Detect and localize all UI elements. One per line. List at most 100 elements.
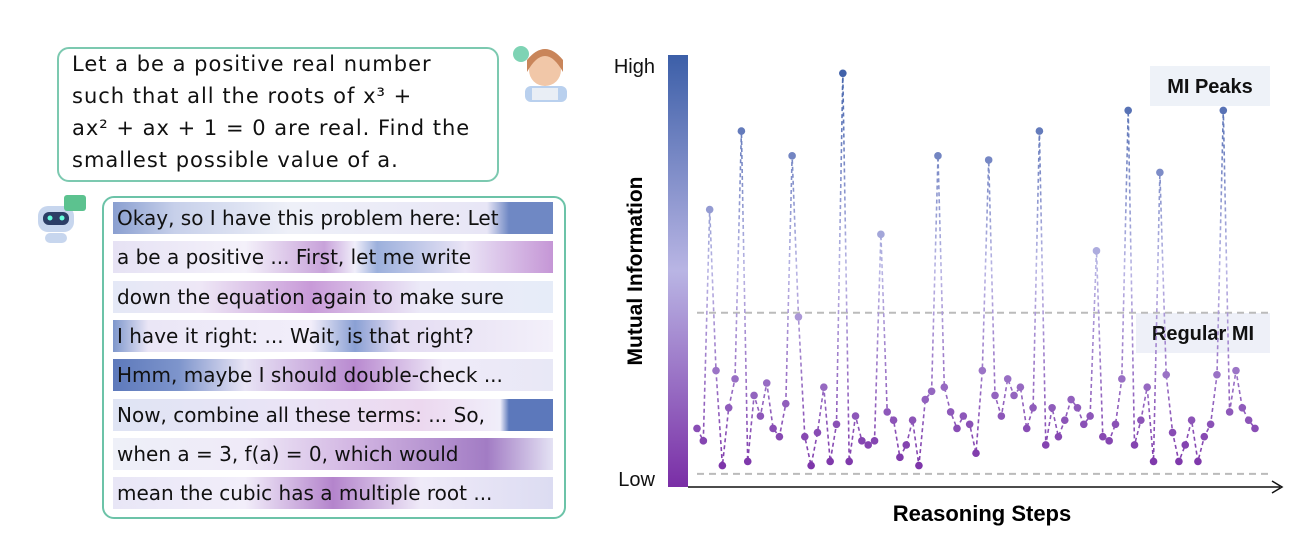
mi-point xyxy=(839,69,847,78)
mi-point xyxy=(832,420,841,429)
mi-point xyxy=(1022,424,1031,433)
mi-point xyxy=(972,449,980,458)
mi-point xyxy=(1219,106,1228,115)
question-line: Let a be a positive real number xyxy=(72,52,432,76)
mi-point xyxy=(946,408,955,416)
mi-point xyxy=(1251,424,1259,433)
mi-point xyxy=(800,432,809,441)
mi-point xyxy=(1232,366,1240,375)
mi-point xyxy=(953,424,961,433)
response-line: down the equation again to make sure xyxy=(113,280,553,313)
mi-point xyxy=(705,205,714,214)
mi-point xyxy=(927,387,936,396)
user-icon xyxy=(513,46,567,102)
mi-point xyxy=(1181,441,1190,449)
mi-point xyxy=(1194,457,1202,466)
mi-point xyxy=(997,412,1006,420)
mi-point xyxy=(756,412,765,420)
mi-point xyxy=(870,437,879,445)
mi-point xyxy=(851,412,860,420)
mi-point xyxy=(1048,403,1056,412)
y-axis-label: Mutual Information xyxy=(624,177,647,366)
mi-point xyxy=(883,408,892,416)
mi-point xyxy=(718,461,727,470)
mi-point xyxy=(1099,432,1107,441)
mi-point xyxy=(1175,457,1183,466)
mi-point xyxy=(1225,408,1234,416)
response-line: Okay, so I have this problem here: Let xyxy=(113,202,553,234)
mi-point xyxy=(712,366,720,375)
question-line: ax² + ax + 1 = 0 are real. Find the xyxy=(72,116,471,140)
mi-point xyxy=(845,457,853,466)
response-line: I have it right: ... Wait, is that right… xyxy=(113,319,553,352)
mi-point xyxy=(750,391,758,400)
mi-point xyxy=(1016,383,1025,391)
mi-point xyxy=(978,366,987,375)
mi-point xyxy=(1105,437,1113,445)
mi-point xyxy=(1162,370,1171,379)
mi-point xyxy=(807,461,815,470)
mi-line xyxy=(696,73,1256,466)
mi-point xyxy=(1035,127,1044,135)
mi-point xyxy=(1111,420,1120,429)
mi-point xyxy=(794,313,803,321)
mi-point xyxy=(1124,106,1132,115)
annotation-bg xyxy=(1150,66,1270,106)
mi-point xyxy=(1206,420,1215,429)
mi-point xyxy=(902,441,911,449)
mi-point xyxy=(724,403,733,412)
mi-point xyxy=(1118,375,1126,383)
mi-point xyxy=(991,391,999,400)
mi-point xyxy=(1067,395,1075,404)
mi-point xyxy=(1238,403,1247,412)
response-box xyxy=(102,196,566,519)
mi-point xyxy=(1137,416,1145,424)
mi-point xyxy=(1130,441,1139,449)
mi-point xyxy=(889,416,898,424)
mi-point xyxy=(984,156,993,164)
mi-point xyxy=(1149,457,1158,466)
mi-point xyxy=(1073,403,1082,412)
response-line: mean the cubic has a multiple root ... xyxy=(113,477,553,510)
mi-point xyxy=(965,420,974,429)
mi-point xyxy=(908,416,917,424)
mi-point xyxy=(775,432,784,441)
x-axis-arrow xyxy=(1271,480,1284,494)
question-line: smallest possible value of a. xyxy=(72,148,399,172)
response-line: when a = 3, f(a) = 0, which would xyxy=(113,437,553,470)
mi-point xyxy=(1054,432,1063,441)
y-tick-label: High xyxy=(614,56,655,78)
mi-point xyxy=(699,437,708,445)
question-line: such that all the roots of x³ + xyxy=(72,84,413,108)
mi-point xyxy=(1213,370,1221,379)
mi-point xyxy=(1086,412,1094,420)
mi-point xyxy=(1244,416,1253,424)
mi-point xyxy=(877,230,885,239)
mi-point xyxy=(813,428,822,437)
annotation: Regular MI xyxy=(1152,323,1254,345)
color-bar xyxy=(668,55,688,487)
x-axis-label: Reasoning Steps xyxy=(893,501,1071,526)
mi-point xyxy=(858,437,866,445)
mi-point xyxy=(769,424,777,433)
mi-point xyxy=(896,453,904,462)
bot-icon xyxy=(38,195,86,243)
mi-point xyxy=(820,383,828,391)
mi-point xyxy=(1060,416,1069,424)
mi-point xyxy=(788,152,796,160)
mi-point xyxy=(1041,441,1050,449)
annotation-bg xyxy=(1136,313,1270,353)
y-tick-label: Low xyxy=(618,469,655,491)
mi-point xyxy=(781,399,790,408)
mi-point xyxy=(1200,432,1209,441)
question-box xyxy=(57,47,499,182)
mi-point xyxy=(940,383,949,391)
annotation: MI Peaks xyxy=(1167,76,1253,98)
response-line: Now, combine all these terms: ... So, xyxy=(113,398,553,431)
mi-point xyxy=(1143,383,1152,391)
mi-point xyxy=(959,412,968,420)
response-line: a be a positive ... First, let me write xyxy=(113,241,553,274)
response-line: Hmm, maybe I should double-check ... xyxy=(113,359,553,392)
